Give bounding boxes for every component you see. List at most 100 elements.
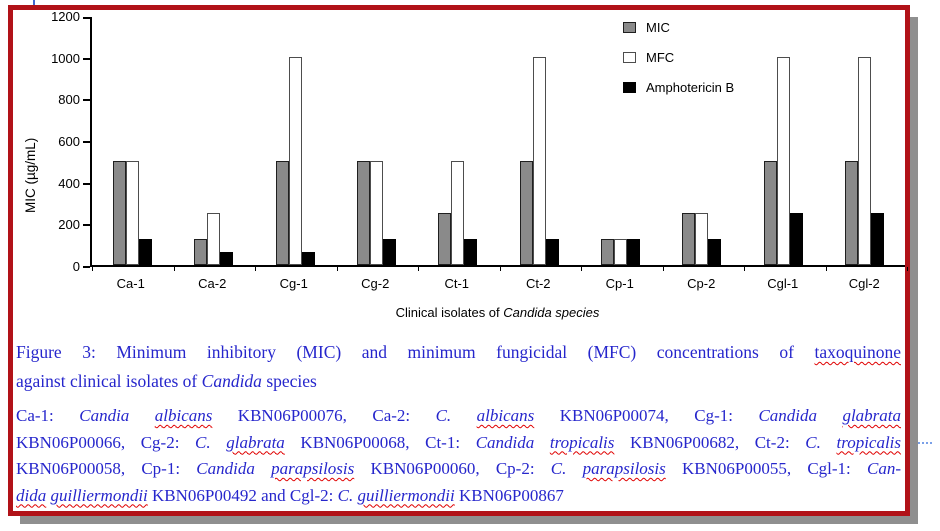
bar-mic — [682, 213, 696, 265]
bar-amphotericin-b — [301, 252, 315, 265]
y-tick-label: 400 — [58, 175, 80, 191]
bar-amphotericin-b — [870, 213, 884, 265]
x-tick-mark — [825, 267, 827, 271]
legend-item-mfc: MFC — [623, 50, 734, 65]
bar-mfc — [288, 57, 302, 265]
bar-mic — [275, 161, 289, 265]
caption-run: parapsilosis — [582, 459, 666, 478]
caption-run: albicans — [476, 406, 535, 425]
caption-run: KBN06P00682, Ct-2: — [614, 432, 806, 452]
caption-run: Can- — [867, 459, 902, 478]
legend-label-mfc: MFC — [646, 50, 675, 65]
figure-frame: MIC (µg/mL) 0 200 400 600 800 1000 1200 Ca-1 Ca… — [8, 5, 910, 516]
category-label: Ct-2 — [525, 276, 551, 291]
x-tick-mark — [907, 267, 908, 271]
bar-amphotericin-b — [220, 252, 234, 265]
bar-group — [275, 57, 315, 265]
caption-run: guilliermondii — [50, 485, 148, 505]
bar-mic — [357, 161, 371, 265]
caption-run: species — [261, 371, 317, 391]
bar-mfc — [776, 57, 790, 265]
bar-amphotericin-b — [626, 239, 640, 265]
bar-mfc — [126, 161, 140, 265]
caption-run: Candida — [475, 432, 550, 452]
figure-frame-inner: MIC (µg/mL) 0 200 400 600 800 1000 1200 Ca-1 Ca… — [13, 9, 908, 511]
caption-run: KBN06P00066, Cg-2: — [16, 432, 196, 452]
bar-mfc — [370, 161, 384, 265]
caption-run: C. — [550, 459, 583, 478]
legend-label-mic: MIC — [646, 20, 670, 35]
x-tick-mark — [581, 267, 582, 271]
bar-mfc — [451, 161, 465, 265]
category-label: Cp-2 — [687, 276, 716, 291]
x-tick-mark — [418, 267, 419, 271]
category-label: Cg-2 — [361, 276, 390, 291]
category-label: Ct-1 — [444, 276, 470, 291]
bar-group — [194, 213, 234, 265]
caption-run — [817, 406, 842, 425]
caption-run: glabrata — [226, 432, 285, 452]
caption-run: tropicalis — [836, 432, 902, 452]
caption-line: Figure 3: Minimum inhibitory (MIC) and m… — [16, 338, 901, 367]
x-tick-mark — [662, 267, 664, 271]
bar-mfc — [613, 239, 627, 265]
y-tick-label: 0 — [72, 259, 80, 274]
bar-group-cell — [173, 17, 254, 265]
y-tick-mark — [83, 141, 90, 143]
y-tick-label: 1200 — [51, 9, 80, 24]
bar-amphotericin-b — [708, 239, 722, 265]
caption-run: C. — [195, 432, 227, 452]
caption-run: Candia — [79, 406, 130, 425]
y-tick-mark — [83, 99, 90, 102]
caption-run: taxoquinone — [814, 342, 901, 362]
caption-run: albicans — [154, 406, 213, 425]
category-label: Cp-1 — [605, 276, 634, 291]
caption-paragraph: Figure 3: Minimum inhibitory (MIC) and m… — [16, 338, 901, 396]
caption-run: guilliermondii — [357, 485, 455, 505]
y-tick-label: 200 — [58, 217, 80, 233]
mic-swatch-icon — [623, 22, 636, 33]
legend: MIC MFC Amphotericin B — [623, 20, 734, 95]
y-tick-label: 800 — [58, 92, 80, 108]
figure-caption: Figure 3: Minimum inhibitory (MIC) and m… — [16, 338, 901, 509]
x-tick-mark — [744, 267, 745, 271]
legend-label-amphotericin-b: Amphotericin B — [646, 80, 735, 95]
category-label: Ca-1 — [116, 276, 145, 291]
bar-mic — [519, 161, 533, 265]
bar-group-cell — [336, 17, 417, 265]
bar-amphotericin-b — [139, 239, 153, 265]
caption-run: Figure 3: Minimum inhibitory (MIC) and m… — [16, 342, 815, 362]
caption-run: KBN06P00060, Cp-2: — [354, 459, 551, 478]
caption-run: KBN06P00492 and Cgl-2: — [147, 485, 338, 505]
caption-run: tropicalis — [549, 432, 615, 452]
bar-mic — [113, 161, 127, 265]
bar-group-cell — [255, 17, 336, 265]
caption-paragraph: Ca-1: Candia albicans KBN06P00076, Ca-2:… — [16, 403, 901, 509]
bar-mic — [438, 213, 452, 265]
bar-mic — [600, 239, 614, 265]
bar-mfc — [207, 213, 221, 265]
category-label: Ca-2 — [198, 276, 227, 291]
caption-run: Candida — [196, 459, 272, 478]
caption-run: KBN06P00068, Ct-1: — [284, 432, 476, 452]
caption-run: parapsilosis — [271, 459, 355, 478]
plot-area: 0 200 400 600 800 1000 1200 — [51, 9, 908, 274]
caption-line: Ca-1: Candia albicans KBN06P00076, Ca-2:… — [16, 403, 901, 430]
caption-run: C. — [435, 406, 452, 425]
caption-run — [451, 406, 476, 425]
bar-group — [519, 57, 559, 265]
caption-run: KBN06P00055, Cgl-1: — [665, 459, 868, 478]
x-axis-title-run: Candida species — [503, 305, 600, 320]
y-tick-mark — [83, 182, 90, 185]
x-tick-mark — [92, 267, 93, 271]
legend-item-mic: MIC — [623, 20, 734, 35]
caption-run: dida — [16, 485, 47, 505]
bar-amphotericin-b — [383, 239, 397, 265]
mfc-swatch-icon — [623, 52, 636, 63]
x-tick-mark — [336, 267, 338, 271]
caption-line: KBN06P00066, Cg-2: C. glabrata KBN06P000… — [16, 430, 901, 457]
x-tick-mark — [499, 267, 501, 271]
bar-group — [844, 57, 884, 265]
category-label: Cg-1 — [279, 276, 308, 291]
